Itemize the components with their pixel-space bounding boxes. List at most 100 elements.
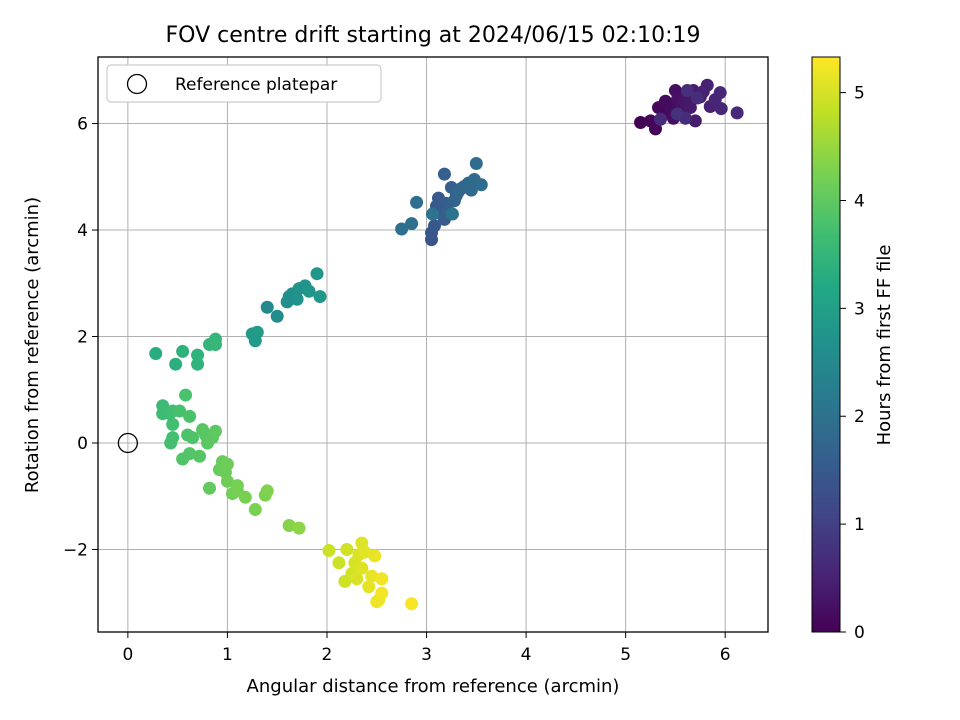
scatter-point bbox=[282, 519, 296, 533]
scatter-point bbox=[238, 490, 252, 504]
scatter-point bbox=[179, 388, 193, 402]
x-tick-label: 1 bbox=[222, 645, 233, 665]
colorbar-tick-label: 0 bbox=[854, 623, 865, 643]
scatter-point bbox=[427, 219, 441, 233]
scatter-point bbox=[292, 521, 306, 535]
y-tick-label: 0 bbox=[77, 434, 88, 454]
scatter-point bbox=[375, 572, 389, 586]
plot-frame bbox=[97, 56, 769, 633]
colorbar-tick-label: 2 bbox=[854, 407, 865, 427]
y-tick-label: 2 bbox=[77, 328, 88, 348]
scatter-point bbox=[362, 580, 376, 594]
y-axis-label: Rotation from reference (arcmin) bbox=[22, 197, 43, 493]
scatter-point bbox=[649, 122, 663, 136]
scatter-point bbox=[395, 222, 409, 236]
scatter-point bbox=[690, 91, 704, 105]
data-points bbox=[149, 78, 744, 611]
colorbar-tick-label: 3 bbox=[854, 299, 865, 319]
scatter-point bbox=[166, 417, 180, 431]
scatter-point bbox=[365, 569, 379, 583]
x-axis-ticks: 0 1 2 3 4 5 6 bbox=[122, 632, 731, 665]
scatter-point bbox=[220, 457, 234, 471]
scatter-point bbox=[191, 357, 205, 371]
x-tick-label: 5 bbox=[620, 645, 631, 665]
x-tick-label: 3 bbox=[421, 645, 432, 665]
chart-title: FOV centre drift starting at 2024/06/15 … bbox=[166, 23, 701, 48]
scatter-point bbox=[445, 207, 459, 221]
scatter-point bbox=[173, 404, 187, 418]
scatter-point bbox=[713, 86, 727, 100]
scatter-point bbox=[464, 183, 478, 197]
legend-box bbox=[106, 64, 382, 103]
colorbar-ticks: 0 1 2 3 4 5 bbox=[840, 84, 865, 643]
scatter-point bbox=[208, 338, 222, 351]
x-tick-label: 2 bbox=[322, 645, 333, 665]
scatter-point bbox=[248, 503, 262, 517]
colorbar-tick-label: 4 bbox=[854, 191, 865, 211]
scatter-point bbox=[186, 431, 200, 445]
scatter-point bbox=[375, 586, 389, 600]
scatter-point bbox=[368, 549, 382, 563]
scatter-point bbox=[700, 78, 714, 92]
scatter-point bbox=[683, 101, 697, 115]
scatter-point bbox=[203, 481, 217, 495]
scatter-point bbox=[149, 347, 163, 361]
scatter-point bbox=[332, 556, 346, 570]
scatter-point bbox=[426, 207, 440, 221]
y-tick-label: 6 bbox=[77, 115, 88, 135]
x-axis-label: Angular distance from reference (arcmin) bbox=[247, 676, 620, 697]
scatter-point bbox=[220, 474, 234, 488]
scatter-point bbox=[208, 424, 222, 438]
colorbar-tick-label: 1 bbox=[854, 515, 865, 535]
scatter-point bbox=[322, 544, 336, 558]
scatter-point bbox=[410, 195, 424, 209]
scatter-point bbox=[688, 114, 702, 128]
scatter-point bbox=[405, 217, 419, 231]
scatter-point bbox=[260, 300, 274, 314]
scatter-point bbox=[730, 106, 744, 120]
scatter-point bbox=[358, 545, 372, 559]
scatter-point bbox=[340, 542, 354, 556]
scatter-point bbox=[183, 409, 197, 423]
scatter-point bbox=[714, 102, 728, 116]
y-tick-label: 4 bbox=[77, 221, 88, 241]
x-tick-label: 6 bbox=[720, 645, 731, 665]
scatter-point bbox=[302, 284, 316, 298]
scatter-point bbox=[437, 167, 451, 181]
reference-platepar-marker bbox=[117, 432, 139, 454]
scatter-point bbox=[250, 325, 264, 339]
legend-label: Reference platepar bbox=[175, 75, 337, 95]
x-tick-label: 4 bbox=[521, 645, 532, 665]
grid bbox=[98, 57, 768, 632]
scatter-point bbox=[474, 178, 488, 192]
scatter-point bbox=[270, 309, 284, 323]
colorbar-tick-label: 5 bbox=[854, 84, 865, 104]
y-axis-ticks: −2 0 2 4 6 bbox=[63, 115, 98, 560]
scatter-point bbox=[350, 572, 364, 586]
scatter-point bbox=[260, 484, 274, 498]
scatter-point bbox=[164, 436, 178, 450]
legend-marker-icon bbox=[126, 73, 148, 95]
colorbar bbox=[811, 56, 841, 633]
scatter-point bbox=[176, 344, 190, 358]
colorbar-label: Hours from first FF file bbox=[874, 245, 895, 446]
y-tick-label: −2 bbox=[63, 540, 88, 560]
scatter-point bbox=[634, 115, 648, 129]
scatter-point bbox=[653, 112, 667, 126]
scatter-point bbox=[193, 449, 207, 463]
scatter-point bbox=[191, 348, 205, 362]
scatter-point bbox=[670, 107, 684, 121]
legend: Reference platepar bbox=[106, 64, 382, 103]
scatter-point bbox=[355, 561, 369, 575]
scatter-point bbox=[169, 357, 183, 371]
scatter-point bbox=[310, 267, 324, 281]
scatter-point bbox=[313, 290, 327, 304]
scatter-point bbox=[290, 292, 304, 306]
scatter-point bbox=[680, 84, 694, 98]
reference-marker-layer bbox=[117, 432, 139, 454]
scatter-point bbox=[405, 597, 419, 611]
x-tick-label: 0 bbox=[122, 645, 133, 665]
scatter-point bbox=[469, 156, 483, 170]
scatter-point bbox=[183, 447, 197, 461]
